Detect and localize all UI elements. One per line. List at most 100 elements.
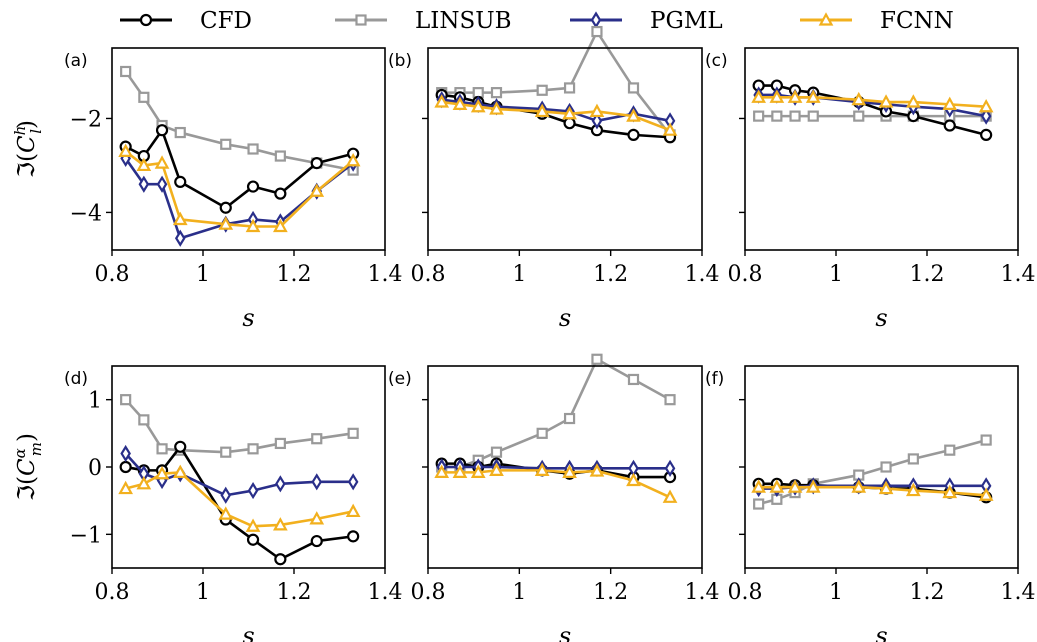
data-point [878,94,894,108]
data-point [563,412,576,425]
data-point [851,479,867,493]
data-point [626,108,641,122]
data-point [247,443,259,455]
data-point [434,464,450,478]
x-tick-label: 1.4 [1001,262,1036,287]
data-point [345,152,361,167]
data-point [120,444,131,463]
x-axis-label: s [875,622,887,642]
x-axis-label: s [242,622,254,642]
series-fcnn [118,143,361,233]
panel-label: (e) [388,369,412,389]
data-point [274,150,286,162]
panel-a: 0.8 1 1.2 1.4 −4 −2 (a) s [64,47,403,332]
series-linsub [436,353,676,473]
x-tick-label: 1.2 [277,580,312,605]
series-fcnn [118,464,361,532]
series-cfd [119,124,360,214]
x-tick-label: 1.4 [368,580,403,605]
data-point [220,446,232,458]
data-point [980,434,992,446]
x-tick-label: 0.8 [728,580,763,605]
data-point [120,394,132,406]
x-tick-label: 0.8 [411,580,446,605]
x-tick-label: 1.2 [910,262,945,287]
y-tick-label: 1 [88,389,102,414]
panel-label: (f) [705,369,724,389]
data-point [156,175,168,193]
data-point [978,487,994,501]
x-tick-label: 1 [512,262,526,287]
data-point [309,183,325,197]
series-cfd [119,440,360,566]
data-point [536,427,548,439]
series-linsub [436,25,676,141]
panel-label: (a) [64,51,88,71]
data-point [174,229,186,247]
data-point [272,218,288,233]
panel-b: 0.8 1 1.2 1.4 (b) s [388,25,720,332]
data-point [434,94,450,108]
data-point [662,122,678,136]
x-tick-label: 1.2 [910,580,945,605]
data-point [751,479,767,493]
data-point [470,98,486,113]
data-point [172,211,188,226]
data-point [172,464,188,478]
panel-d: 0.8 1 1.2 1.4−101(d)s [64,365,403,642]
x-tick-label: 0.8 [411,262,446,287]
data-point [218,506,234,520]
data-point [589,103,605,118]
data-point [138,175,150,193]
series-fcnn [751,479,994,501]
data-point [489,101,504,115]
data-point [118,480,134,495]
data-point [753,498,765,510]
data-point [627,373,640,386]
data-point [220,486,232,504]
x-tick-label: 1.4 [685,580,720,605]
series-linsub [120,394,359,458]
data-point [347,427,359,439]
data-point [880,461,892,473]
legend-marker-diamond [590,11,602,29]
data-point [274,187,287,200]
data-point [664,394,676,406]
x-tick-label: 1.2 [277,262,312,287]
legend-item-linsub: LINSUB [335,8,512,34]
x-tick-label: 1 [829,262,843,287]
axes-frame [427,47,703,251]
panel-label: (d) [64,369,88,389]
data-point [452,464,468,478]
data-point [805,89,821,103]
panel-label: (c) [705,51,728,71]
data-point [851,91,867,106]
data-point [627,82,640,94]
data-point [907,453,919,465]
data-point [662,489,678,503]
data-point [753,110,765,122]
legend-item-fcnn: FCNN [800,8,954,34]
data-point [154,155,170,169]
data-point [138,414,150,426]
data-point [246,180,260,193]
data-point [219,201,232,214]
legend-label: FCNN [880,8,954,34]
y-axis-label: ℑ(Cαm) [11,433,45,501]
series-linsub [120,65,359,176]
data-point [272,517,288,531]
series-fcnn [751,89,994,113]
y-tick-label: 0 [88,456,102,481]
panel-e: 0.8 1 1.2 1.4 (e) s [388,353,720,642]
data-point [247,143,259,155]
x-tick-label: 1.4 [685,262,720,287]
x-axis-label: s [559,304,571,332]
y-tick-label: −2 [70,107,102,132]
data-point [805,479,821,493]
data-point [218,216,234,230]
data-point [154,465,170,480]
data-point [789,110,801,122]
axes-frame [744,47,1019,251]
data-point [787,479,803,493]
data-point [136,476,152,490]
